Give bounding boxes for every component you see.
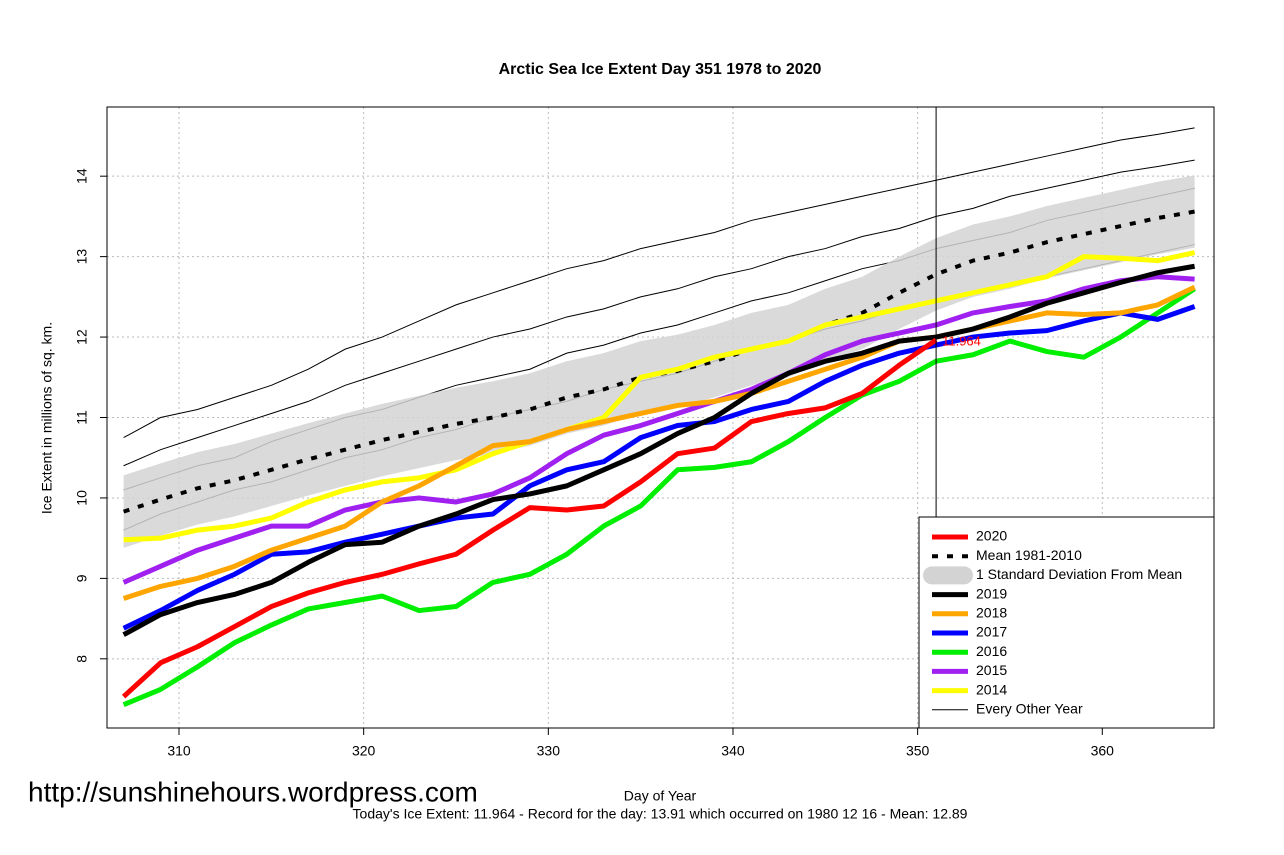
legend-label: Every Other Year: [976, 701, 1083, 717]
legend-label: 2016: [976, 643, 1007, 659]
plot-frame: [106, 106, 1215, 729]
x-axis-label: Day of Year: [624, 788, 697, 804]
series-line: [122, 286, 1196, 707]
legend-label: 2018: [976, 605, 1007, 621]
y-tick-label: 10: [74, 490, 90, 506]
series-line: [122, 304, 1196, 631]
annotation: 11.964: [942, 333, 981, 348]
legend-label: 1 Standard Deviation From Mean: [976, 566, 1182, 582]
x-tick-label: 330: [537, 743, 561, 759]
legend-label: 2015: [976, 662, 1007, 678]
y-tick-label: 9: [74, 574, 90, 582]
series-line: [122, 263, 1196, 637]
footer: Today's Ice Extent: 11.964 - Record for …: [353, 806, 968, 822]
plot-area: [121, 127, 1196, 707]
watermark: http://sunshinehours.wordpress.com: [28, 776, 478, 807]
series-line: [122, 209, 1195, 514]
x-tick-label: 340: [721, 743, 745, 759]
y-tick-label: 14: [74, 168, 90, 184]
legend-label: 2014: [976, 681, 1007, 697]
other-year-line: [123, 159, 1195, 467]
legend-label: 2020: [976, 528, 1007, 544]
y-tick-label: 13: [74, 249, 90, 265]
series-line: [121, 337, 938, 699]
std-band: [123, 175, 1195, 548]
series-line: [122, 274, 1195, 585]
other-year-line: [123, 127, 1195, 439]
y-tick-label: 11: [74, 410, 90, 425]
y-tick-label: 8: [74, 655, 90, 663]
legend-label: Mean 1981-2010: [976, 547, 1082, 563]
legend-label: 2019: [976, 585, 1007, 601]
series-line: [122, 284, 1196, 601]
legend-box: [918, 516, 1215, 729]
chart-title: Arctic Sea Ice Extent Day 351 1978 to 20…: [499, 61, 822, 78]
y-tick-label: 12: [74, 329, 90, 345]
x-tick-label: 360: [1091, 743, 1115, 759]
x-tick-label: 310: [167, 743, 191, 759]
y-axis-label: Ice Extent in millions of sq. km.: [39, 322, 55, 514]
series-line: [123, 250, 1196, 543]
legend-label: 2017: [976, 624, 1007, 640]
x-tick-label: 350: [906, 743, 930, 759]
x-tick-label: 320: [352, 743, 376, 759]
